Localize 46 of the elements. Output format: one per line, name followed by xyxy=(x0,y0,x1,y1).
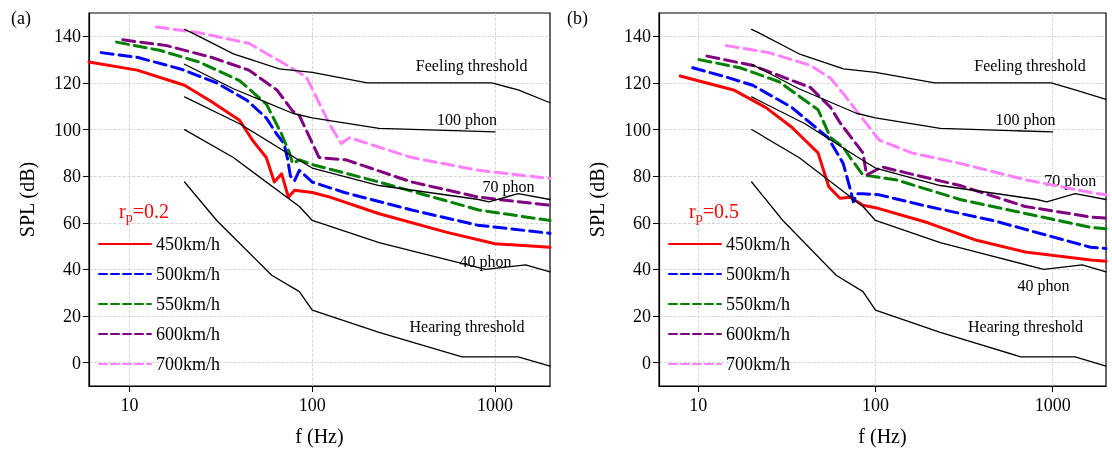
chart-title: (a) xyxy=(11,8,31,29)
annotation: 100 phon xyxy=(437,110,498,129)
y-tick-label: 80 xyxy=(63,166,81,187)
annotation: 100 phon xyxy=(995,110,1056,129)
x-tick-label: 10 xyxy=(120,395,139,415)
legend-label: 450km/h xyxy=(726,234,791,254)
legend-label: 500km/h xyxy=(726,264,791,284)
x-tick-label: 100 xyxy=(861,395,889,415)
y-tick-label: 40 xyxy=(633,259,651,280)
y-axis-title: SPL (dB) xyxy=(586,161,609,238)
y-tick-label: 100 xyxy=(54,119,81,140)
x-tick-label: 1000 xyxy=(1034,395,1071,415)
y-tick-label: 0 xyxy=(72,352,81,373)
y-tick-label: 80 xyxy=(633,166,651,187)
annotation: 40 phon xyxy=(1017,276,1070,295)
x-tick-label: 10 xyxy=(689,395,708,415)
annotation: Feeling threshold xyxy=(974,56,1086,75)
legend-label: 600km/h xyxy=(726,324,791,344)
legend-label: 700km/h xyxy=(156,354,221,374)
y-tick-label: 20 xyxy=(633,306,651,327)
annotation: Feeling threshold xyxy=(415,56,528,75)
annotation: Hearing threshold xyxy=(968,317,1084,336)
annotation: Hearing threshold xyxy=(409,317,525,336)
legend-label: 450km/h xyxy=(156,234,221,254)
y-axis-title: SPL (dB) xyxy=(16,161,39,238)
x-tick-label: 100 xyxy=(298,395,326,415)
y-tick-label: 140 xyxy=(54,26,81,47)
y-tick-label: 0 xyxy=(642,352,651,373)
y-tick-label: 120 xyxy=(54,72,81,93)
legend-label: 600km/h xyxy=(156,324,221,344)
x-axis-title: f (Hz) xyxy=(295,425,344,448)
y-tick-label: 100 xyxy=(624,119,651,140)
x-tick-label: 1000 xyxy=(476,395,513,415)
x-axis-title: f (Hz) xyxy=(858,425,907,448)
y-tick-label: 40 xyxy=(63,259,81,280)
y-tick-label: 60 xyxy=(63,212,81,233)
chart-title: (b) xyxy=(567,8,588,29)
y-tick-label: 140 xyxy=(624,26,651,47)
legend-label: 500km/h xyxy=(156,264,221,284)
legend-label: 550km/h xyxy=(156,294,221,314)
y-tick-label: 60 xyxy=(633,212,651,233)
legend-label: 550km/h xyxy=(726,294,791,314)
annotation: 70 phon xyxy=(482,177,535,196)
y-tick-label: 20 xyxy=(63,306,81,327)
legend-label: 700km/h xyxy=(726,354,791,374)
y-tick-label: 120 xyxy=(624,72,651,93)
